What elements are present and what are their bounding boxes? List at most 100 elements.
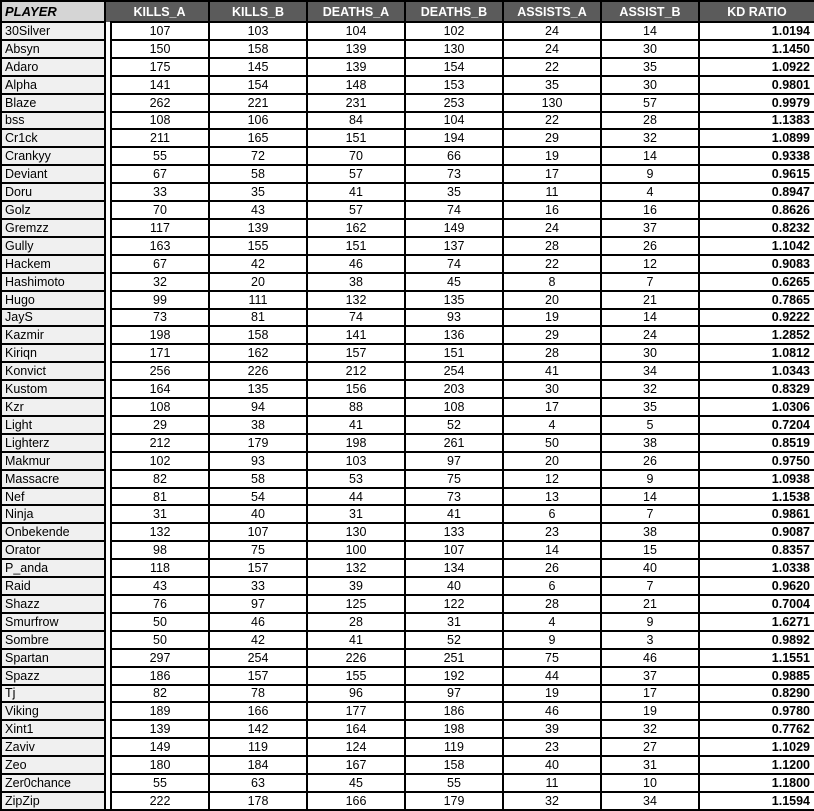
deaths-b-cell: 74 bbox=[404, 253, 504, 274]
kd-ratio-cell: 0.7865 bbox=[698, 289, 814, 310]
table-row: Viking 189 166 177 186 46 19 0.9780 bbox=[0, 701, 814, 722]
kills-b-cell: 107 bbox=[208, 522, 308, 543]
kills-a-cell: 55 bbox=[110, 773, 210, 793]
assists-a-cell: 50 bbox=[502, 432, 602, 453]
deaths-a-cell: 125 bbox=[306, 594, 406, 614]
frozen-pane-gap bbox=[104, 218, 111, 237]
table-row: Lighterz 212 179 198 261 50 38 0.8519 bbox=[0, 432, 814, 453]
table-row: Raid 43 33 39 40 6 7 0.9620 bbox=[0, 576, 814, 596]
kills-a-cell: 98 bbox=[110, 540, 210, 561]
player-name-cell: Crankyy bbox=[0, 146, 106, 167]
assist-b-cell: 14 bbox=[600, 307, 700, 328]
kills-a-cell: 50 bbox=[110, 611, 210, 632]
assists-a-cell: 46 bbox=[502, 701, 602, 722]
assists-a-cell: 24 bbox=[502, 21, 602, 41]
deaths-b-cell: 93 bbox=[404, 307, 504, 328]
assist-b-cell: 30 bbox=[600, 343, 700, 364]
player-name-cell: Gremzz bbox=[0, 217, 106, 238]
kills-b-cell: 43 bbox=[208, 200, 308, 220]
assists-a-cell: 19 bbox=[502, 683, 602, 704]
kills-a-cell: 175 bbox=[110, 56, 210, 77]
deaths-b-cell: 133 bbox=[404, 522, 504, 543]
kd-ratio-cell: 1.1800 bbox=[698, 773, 814, 793]
player-name-cell: Ninja bbox=[0, 504, 106, 525]
table-row: Sombre 50 42 41 52 9 3 0.9892 bbox=[0, 629, 814, 650]
kills-a-cell: 107 bbox=[110, 21, 210, 41]
assist-b-cell: 4 bbox=[600, 182, 700, 203]
assist-b-cell: 10 bbox=[600, 773, 700, 793]
kills-a-cell: 108 bbox=[110, 110, 210, 131]
assist-b-cell: 37 bbox=[600, 217, 700, 238]
frozen-pane-gap bbox=[104, 308, 111, 327]
kills-a-cell: 50 bbox=[110, 629, 210, 650]
assist-b-cell: 26 bbox=[600, 450, 700, 471]
deaths-a-cell: 57 bbox=[306, 164, 406, 185]
kills-b-cell: 154 bbox=[208, 74, 308, 95]
kills-a-cell: 212 bbox=[110, 432, 210, 453]
assist-b-cell: 17 bbox=[600, 683, 700, 704]
table-row: Spazz 186 157 155 192 44 37 0.9885 bbox=[0, 665, 814, 686]
table-row: Tj 82 78 96 97 19 17 0.8290 bbox=[0, 683, 814, 704]
deaths-a-cell: 141 bbox=[306, 325, 406, 346]
frozen-pane-gap bbox=[104, 272, 111, 291]
kd-ratio-cell: 0.8947 bbox=[698, 182, 814, 203]
deaths-a-cell: 96 bbox=[306, 683, 406, 704]
kills-a-cell: 117 bbox=[110, 217, 210, 238]
kills-a-cell: 82 bbox=[110, 468, 210, 489]
kills-b-cell: 158 bbox=[208, 38, 308, 59]
kills-b-cell: 155 bbox=[208, 235, 308, 256]
kills-a-cell: 222 bbox=[110, 790, 210, 811]
kd-ratio-cell: 0.6265 bbox=[698, 271, 814, 292]
deaths-b-cell: 135 bbox=[404, 289, 504, 310]
kills-b-cell: 226 bbox=[208, 361, 308, 382]
player-name-cell: Deviant bbox=[0, 164, 106, 185]
table-row: Makmur 102 93 103 97 20 26 0.9750 bbox=[0, 450, 814, 471]
assists-a-cell: 41 bbox=[502, 361, 602, 382]
deaths-b-cell: 130 bbox=[404, 38, 504, 59]
deaths-b-cell: 192 bbox=[404, 665, 504, 686]
player-name-cell: Blaze bbox=[0, 92, 106, 113]
kills-b-cell: 33 bbox=[208, 576, 308, 596]
assist-b-cell: 30 bbox=[600, 38, 700, 59]
deaths-b-cell: 74 bbox=[404, 200, 504, 220]
frozen-pane-gap bbox=[104, 541, 111, 560]
table-row: Konvict 256 226 212 254 41 34 1.0343 bbox=[0, 361, 814, 382]
player-name-cell: Kazmir bbox=[0, 325, 106, 346]
kd-ratio-cell: 0.8357 bbox=[698, 540, 814, 561]
assist-b-cell: 7 bbox=[600, 576, 700, 596]
frozen-pane-gap bbox=[104, 774, 111, 792]
kills-a-cell: 82 bbox=[110, 683, 210, 704]
frozen-pane-gap bbox=[104, 147, 111, 166]
assists-a-cell: 130 bbox=[502, 92, 602, 113]
player-name-cell: Cr1ck bbox=[0, 128, 106, 149]
assists-a-cell: 6 bbox=[502, 504, 602, 525]
player-name-cell: Absyn bbox=[0, 38, 106, 59]
kills-b-cell: 75 bbox=[208, 540, 308, 561]
kills-a-cell: 55 bbox=[110, 146, 210, 167]
frozen-pane-gap bbox=[104, 523, 111, 542]
deaths-b-cell: 154 bbox=[404, 56, 504, 77]
kills-b-cell: 72 bbox=[208, 146, 308, 167]
assists-a-cell: 39 bbox=[502, 719, 602, 740]
player-name-cell: Zaviv bbox=[0, 737, 106, 758]
kills-a-cell: 180 bbox=[110, 755, 210, 776]
frozen-pane-gap bbox=[104, 93, 111, 112]
kd-ratio-cell: 0.8519 bbox=[698, 432, 814, 453]
assist-b-cell: 31 bbox=[600, 755, 700, 776]
frozen-pane-gap bbox=[104, 559, 111, 578]
player-name-cell: Xint1 bbox=[0, 719, 106, 740]
kills-a-cell: 149 bbox=[110, 737, 210, 758]
deaths-b-cell: 153 bbox=[404, 74, 504, 95]
table-row: Alpha 141 154 148 153 35 30 0.9801 bbox=[0, 74, 814, 95]
assist-b-cell: 34 bbox=[600, 361, 700, 382]
player-name-cell: ZipZip bbox=[0, 790, 106, 811]
kd-ratio-cell: 1.6271 bbox=[698, 611, 814, 632]
frozen-pane-gap bbox=[104, 398, 111, 416]
frozen-pane-gap bbox=[104, 326, 111, 345]
frozen-pane-gap bbox=[104, 684, 111, 703]
player-name-cell: Alpha bbox=[0, 74, 106, 95]
table-row: Zaviv 149 119 124 119 23 27 1.1029 bbox=[0, 737, 814, 758]
frozen-pane-gap bbox=[104, 236, 111, 255]
assists-a-cell: 75 bbox=[502, 647, 602, 668]
deaths-b-cell: 149 bbox=[404, 217, 504, 238]
